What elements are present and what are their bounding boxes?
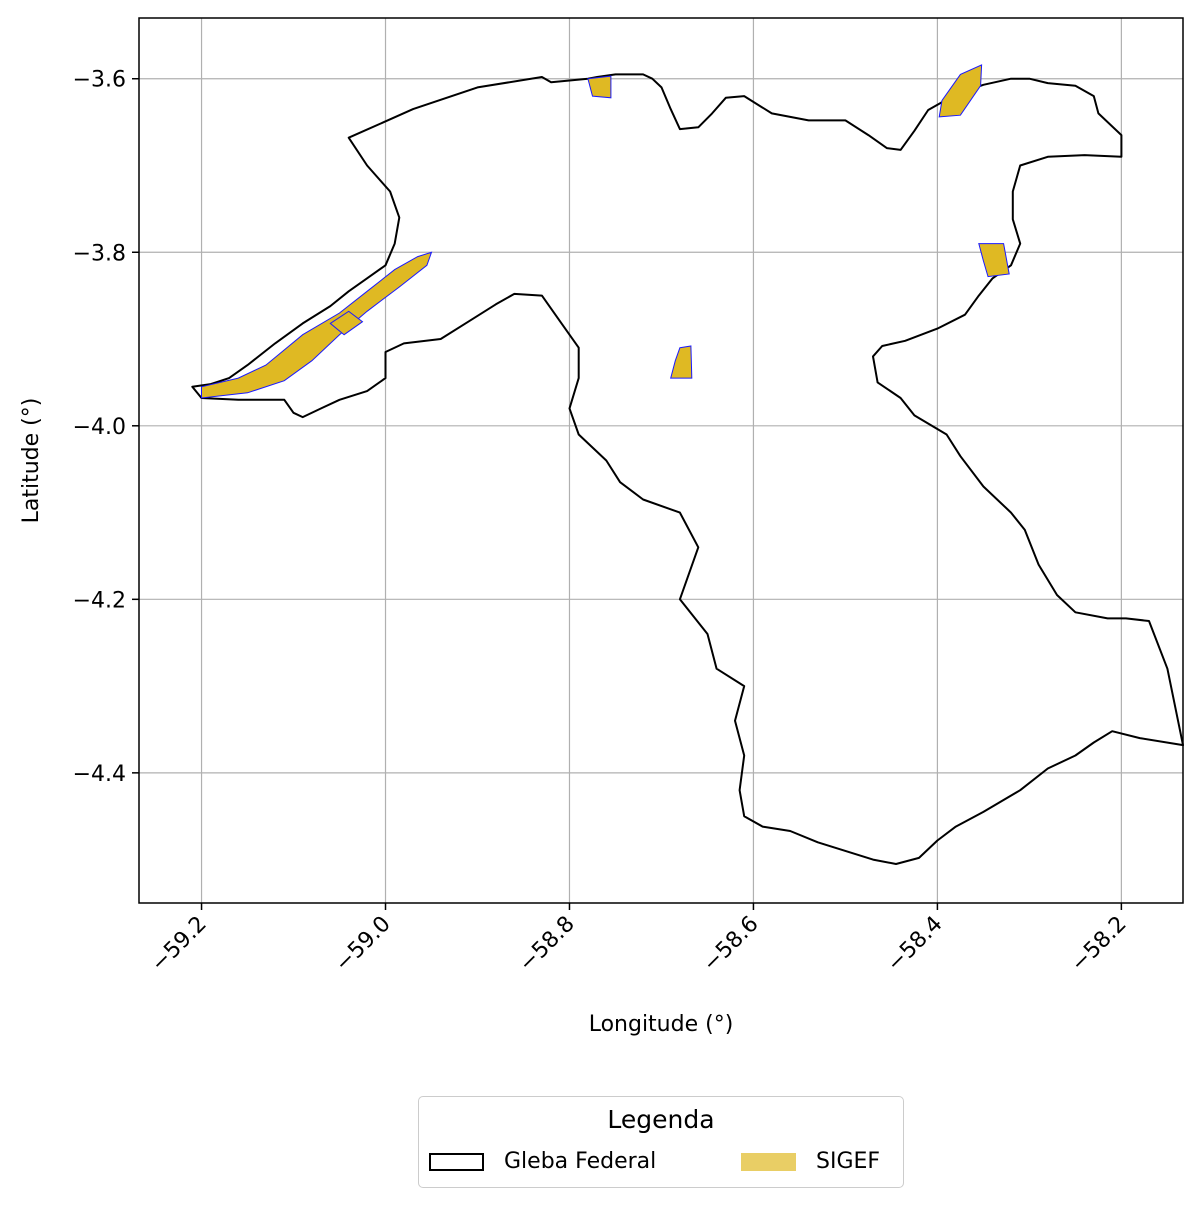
legend-swatch-outline	[429, 1152, 484, 1171]
y-tick-label: −4.4	[73, 762, 126, 787]
legend-label-sigef: SIGEF	[816, 1149, 881, 1174]
legend-item-sigef: SIGEF	[741, 1149, 880, 1174]
sigef-polygon	[329, 310, 364, 336]
map-layers	[191, 64, 1184, 865]
sigef-polygon	[201, 251, 433, 399]
x-tick-label: −58.4	[882, 912, 947, 977]
y-tick-label: −3.6	[73, 68, 126, 93]
x-tick-label: −59.0	[330, 912, 395, 977]
y-tick-label: −4.0	[73, 415, 126, 440]
x-tick-label: −58.6	[698, 912, 763, 977]
x-tick-label: −59.2	[146, 912, 211, 977]
grid-lines	[139, 18, 1183, 903]
x-tick-label: −58.2	[1066, 912, 1131, 977]
legend-label-gleba-federal: Gleba Federal	[504, 1149, 657, 1174]
y-tick-label: −3.8	[73, 241, 126, 266]
sigef-polygon	[670, 345, 693, 379]
y-tick-label: −4.2	[73, 588, 126, 613]
axis-ticks: −59.2 −59.0 −58.8 −58.6 −58.4 −58.2 −3.6 −3.8 −4…	[73, 68, 1132, 977]
y-axis-label: Latitude (°)	[19, 398, 44, 524]
x-axis-label: Longitude (°)	[589, 1012, 734, 1037]
plot-frame	[138, 17, 1184, 904]
gleba-federal-polygon	[191, 73, 1184, 865]
sigef-polygon	[938, 64, 983, 118]
legend-swatch-fill	[741, 1152, 796, 1171]
sigef-polygon	[587, 75, 612, 99]
legend-item-gleba-federal: Gleba Federal	[429, 1149, 656, 1174]
x-tick-label: −58.8	[514, 912, 579, 977]
legend: Legenda Gleba Federal SIGEF	[418, 1096, 904, 1188]
legend-title: Legenda	[607, 1105, 715, 1134]
sigef-polygon	[978, 243, 1010, 278]
